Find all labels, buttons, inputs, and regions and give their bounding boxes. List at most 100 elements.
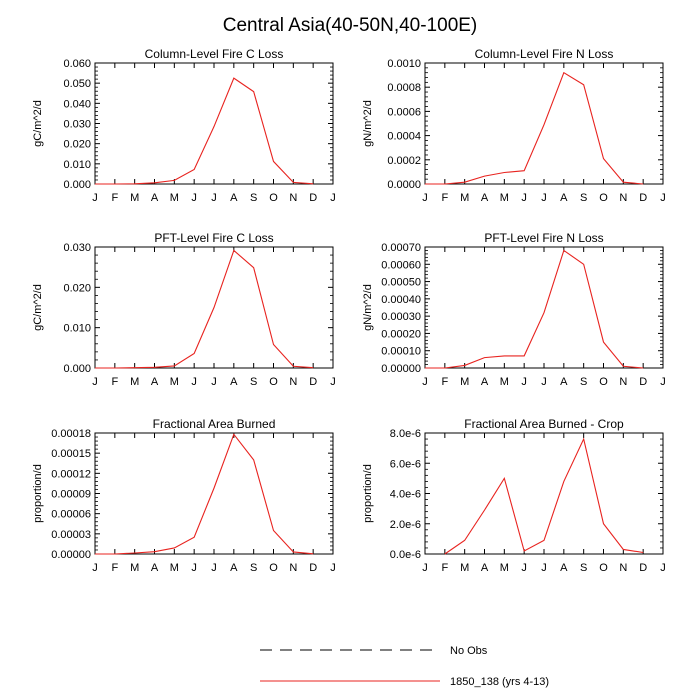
plot-frame [424,246,664,369]
panel-title: PFT-Level Fire C Loss [154,231,273,245]
series-line [425,71,644,185]
x-tick-label: F [111,376,118,388]
y-axis-label: gC/m^2/d [32,284,44,331]
x-tick-label: F [111,562,118,574]
y-tick-label: 0.0008 [387,82,421,94]
series-line [95,77,314,185]
y-tick-label: 0.00020 [381,328,421,340]
y-tick-label: 0.00030 [381,311,421,323]
y-tick-label: 6.0e-6 [390,458,421,470]
y-tick-label: 0.00000 [381,363,421,375]
x-tick-label: A [560,562,568,574]
y-tick-label: 0.00000 [51,549,91,561]
x-tick-label: N [289,192,297,204]
x-tick-label: M [460,192,469,204]
x-tick-label: M [170,562,179,574]
y-tick-label: 0.0000 [387,179,421,191]
y-tick-label: 0.030 [63,119,91,131]
x-tick-label: M [130,562,139,574]
chart-panel-5: Fractional Area Burned - Crop proportion/… [362,417,666,574]
x-tick-label: J [330,562,336,574]
x-tick-label: M [130,376,139,388]
figure-title: Central Asia(40-50N,40-100E) [223,15,478,36]
x-tick-label: A [560,192,568,204]
series-line [425,249,644,369]
x-tick-label: M [170,376,179,388]
x-tick-label: M [500,562,509,574]
y-tick-label: 8.0e-6 [390,428,421,440]
x-tick-label: M [500,376,509,388]
x-tick-label: S [250,192,257,204]
x-tick-label: O [599,192,608,204]
x-tick-label: N [619,562,627,574]
chart-panel-1: Column-Level Fire N Loss gN/m^2/d 0.0000 0.… [362,47,666,204]
y-tick-label: 0.00003 [51,529,91,541]
y-tick-label: 0.00060 [381,259,421,271]
x-tick-label: A [230,376,238,388]
y-axis-label: proportion/d [362,464,374,523]
y-tick-label: 0.000 [63,363,91,375]
x-tick-label: D [639,562,647,574]
x-tick-label: J [191,562,197,574]
x-tick-label: J [422,562,428,574]
chart-panel-2: PFT-Level Fire C Loss gC/m^2/d 0.000 0.010 0… [32,231,336,388]
x-tick-label: D [309,192,317,204]
x-tick-label: A [151,376,159,388]
x-tick-label: D [309,562,317,574]
panels: Column-Level Fire C Loss gC/m^2/d 0.000 0.0… [32,47,666,574]
x-tick-label: J [92,376,98,388]
y-tick-label: 0.00012 [51,468,91,480]
x-tick-label: N [289,562,297,574]
y-tick-label: 0.00070 [381,242,421,254]
legend-label: 1850_138 (yrs 4-13) [450,676,549,688]
series-line [95,249,314,369]
x-tick-label: D [639,376,647,388]
y-tick-label: 0.00006 [51,509,91,521]
x-tick-label: J [191,192,197,204]
y-tick-label: 0.010 [63,159,91,171]
x-tick-label: J [521,376,527,388]
y-tick-label: 0.00018 [51,428,91,440]
y-tick-label: 4.0e-6 [390,489,421,501]
chart-panel-4: Fractional Area Burned proportion/d 0.0000… [32,417,336,574]
x-tick-label: A [481,192,489,204]
x-tick-label: J [541,376,547,388]
y-tick-label: 0.00050 [381,277,421,289]
x-tick-label: M [170,192,179,204]
y-tick-label: 0.000 [63,179,91,191]
x-tick-label: J [521,562,527,574]
panel-title: Column-Level Fire C Loss [145,47,284,61]
x-tick-label: J [422,192,428,204]
chart-panel-3: PFT-Level Fire N Loss gN/m^2/d 0.00000 0.00… [362,231,666,388]
x-tick-label: J [211,192,217,204]
y-axis-label: gC/m^2/d [32,100,44,147]
x-tick-label: F [441,376,448,388]
x-tick-label: O [599,562,608,574]
legend-label: No Obs [450,645,488,657]
x-tick-label: J [211,562,217,574]
x-tick-label: A [230,192,238,204]
x-tick-label: F [111,192,118,204]
y-tick-label: 0.0e-6 [390,549,421,561]
x-tick-label: M [500,192,509,204]
x-tick-label: A [560,376,568,388]
y-tick-label: 0.030 [63,242,91,254]
y-tick-label: 0.00010 [381,346,421,358]
panel-title: PFT-Level Fire N Loss [484,231,603,245]
x-tick-label: S [580,562,587,574]
y-tick-label: 0.050 [63,78,91,90]
x-tick-label: O [269,192,278,204]
y-axis-label: gN/m^2/d [362,284,374,331]
plot-frame [424,432,664,555]
x-tick-label: J [92,192,98,204]
plot-frame [94,62,334,185]
x-tick-label: S [250,376,257,388]
x-tick-label: J [660,192,666,204]
x-tick-label: J [660,376,666,388]
y-tick-label: 0.020 [63,139,91,151]
y-tick-label: 0.00009 [51,489,91,501]
y-tick-label: 0.00040 [381,294,421,306]
panel-title: Fractional Area Burned - Crop [464,417,624,431]
x-tick-label: F [441,192,448,204]
plot-frame [94,432,334,555]
